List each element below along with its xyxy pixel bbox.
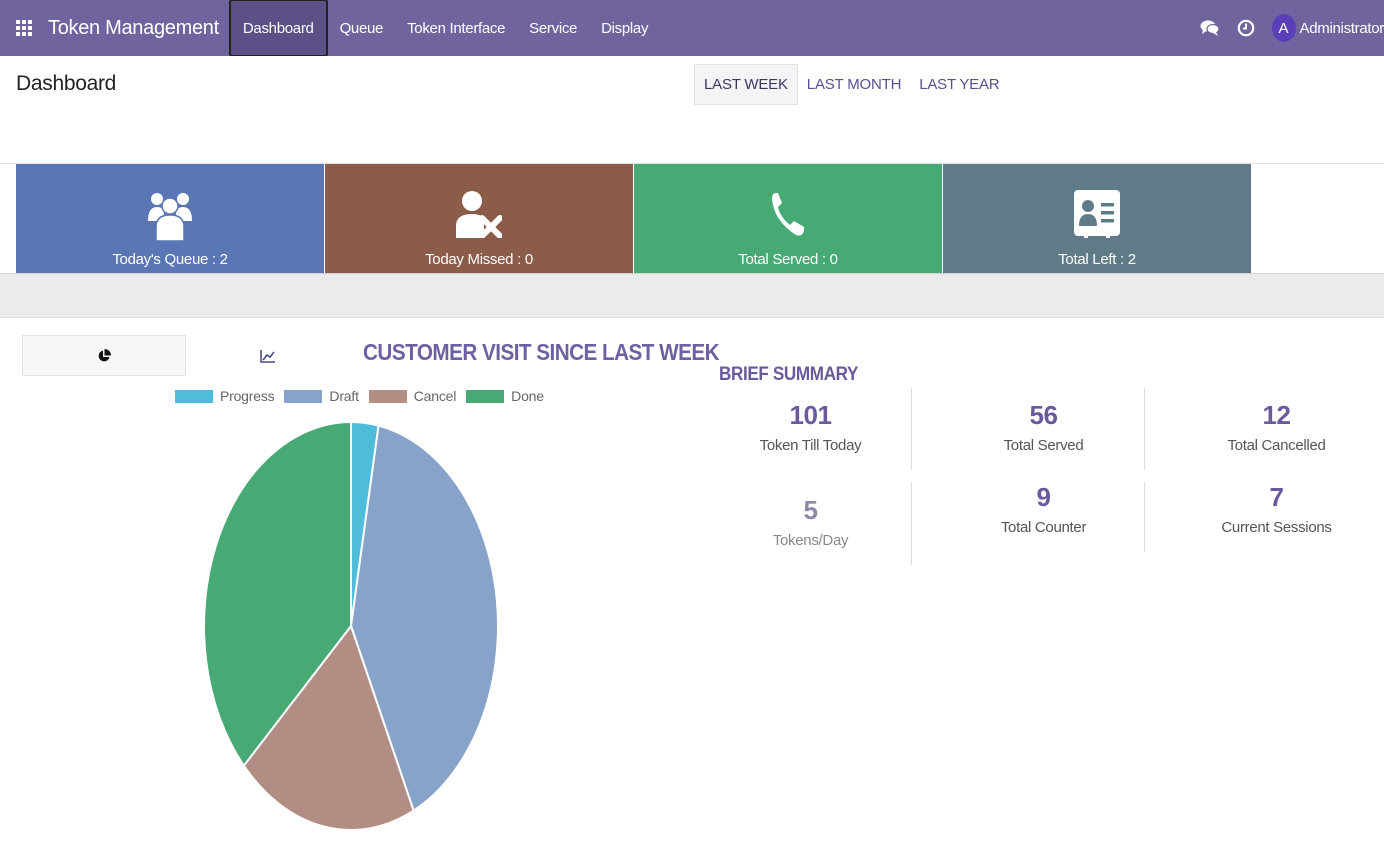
menu-queue[interactable]: Queue (339, 19, 384, 37)
stat-value: 12 (1262, 400, 1291, 430)
users-group-icon (148, 164, 192, 251)
menu-service[interactable]: Service (529, 19, 578, 37)
stat-label: Total Served (1003, 437, 1084, 454)
legend-item-draft[interactable]: Draft (284, 388, 359, 404)
pie-chart-icon (98, 348, 111, 361)
legend-label: Draft (329, 388, 359, 404)
stat-label: Tokens/Day (772, 532, 849, 549)
pie-slice-cancel[interactable] (242, 623, 415, 831)
tile-label: Today Missed : 0 (425, 251, 533, 268)
summary-divider (1144, 388, 1145, 470)
stat-value: 56 (1029, 400, 1058, 430)
pie-slice-draft[interactable] (349, 424, 499, 813)
chart-title: CUSTOMER VISIT SINCE LAST WEEK (363, 339, 720, 365)
chart-type-tabs (22, 335, 350, 376)
stat-current-sessions: 7 Current Sessions (1160, 482, 1384, 536)
legend-label: Done (511, 388, 544, 404)
legend-swatch (368, 389, 407, 403)
line-chart-icon (260, 349, 275, 363)
user-menu-name[interactable]: Administrator (1299, 19, 1384, 37)
apps-grid-icon[interactable] (0, 0, 48, 56)
stat-label: Total Cancelled (1227, 437, 1326, 454)
tile-today-missed[interactable]: Today Missed : 0 (325, 164, 634, 273)
legend-swatch (284, 389, 323, 403)
stat-value: 101 (789, 400, 832, 430)
stat-value: 9 (1036, 482, 1051, 512)
stat-total-cancelled: 12 Total Cancelled (1160, 400, 1384, 454)
summary-title: BRIEF SUMMARY (719, 364, 859, 385)
customer-visit-pie-chart (203, 420, 499, 831)
legend-item-progress[interactable]: Progress (175, 388, 275, 404)
period-filter-group: LAST WEEK LAST MONTH LAST YEAR (694, 64, 1008, 105)
tile-total-served[interactable]: Total Served : 0 (634, 164, 943, 273)
menu-token-interface[interactable]: Token Interface (407, 19, 506, 37)
summary-divider (911, 482, 912, 565)
stat-tiles: Today's Queue : 2 Today Missed : 0 Total… (16, 164, 1252, 273)
stat-total-counter: 9 Total Counter (927, 482, 1160, 536)
clock-icon[interactable] (1228, 10, 1264, 46)
control-panel: Dashboard LAST WEEK LAST MONTH LAST YEAR (0, 56, 1384, 164)
chart-legend: Progress Draft Cancel Done (175, 388, 554, 404)
tile-todays-queue[interactable]: Today's Queue : 2 (16, 164, 325, 273)
stat-token-till-today: 101 Token Till Today (694, 400, 927, 454)
legend-item-cancel[interactable]: Cancel (368, 388, 457, 404)
stat-label: Token Till Today (759, 437, 862, 454)
stat-value: 5 (803, 495, 818, 525)
period-last-week-button[interactable]: LAST WEEK (694, 64, 798, 105)
legend-label: Cancel (413, 388, 457, 404)
stat-label: Total Counter (1000, 519, 1087, 536)
address-card-icon (1074, 164, 1120, 251)
line-chart-tab[interactable] (186, 335, 350, 376)
menu-dashboard[interactable]: Dashboard (228, 0, 328, 57)
stat-tokens-per-day: 5 Tokens/Day (694, 495, 927, 549)
period-last-month-button[interactable]: LAST MONTH (806, 76, 902, 93)
menu-display[interactable]: Display (601, 19, 649, 37)
stat-total-served: 56 Total Served (927, 400, 1160, 454)
tile-total-left[interactable]: Total Left : 2 (943, 164, 1252, 273)
tile-label: Total Served : 0 (738, 251, 838, 268)
page-title: Dashboard (16, 72, 117, 95)
legend-item-done[interactable]: Done (466, 388, 544, 404)
top-navbar: Token Management Dashboard Queue Token I… (0, 0, 1384, 57)
tile-label: Total Left : 2 (1058, 251, 1136, 268)
pie-chart-tab[interactable] (22, 335, 186, 376)
user-times-icon (456, 164, 502, 251)
period-last-year-button[interactable]: LAST YEAR (919, 76, 1000, 93)
avatar[interactable]: A (1271, 14, 1296, 42)
legend-swatch (466, 389, 505, 403)
stat-label: Current Sessions (1221, 519, 1332, 536)
summary-divider (1144, 482, 1145, 552)
legend-swatch (175, 389, 213, 403)
summary-divider (911, 388, 912, 470)
app-brand[interactable]: Token Management (48, 16, 219, 39)
stat-value: 7 (1269, 482, 1284, 512)
chat-icon[interactable] (1192, 10, 1228, 46)
tile-label: Today's Queue : 2 (112, 251, 228, 268)
legend-label: Progress (220, 388, 275, 404)
tiles-divider-band (0, 273, 1384, 318)
phone-icon (770, 164, 806, 251)
pie-slice-done[interactable] (203, 420, 352, 768)
